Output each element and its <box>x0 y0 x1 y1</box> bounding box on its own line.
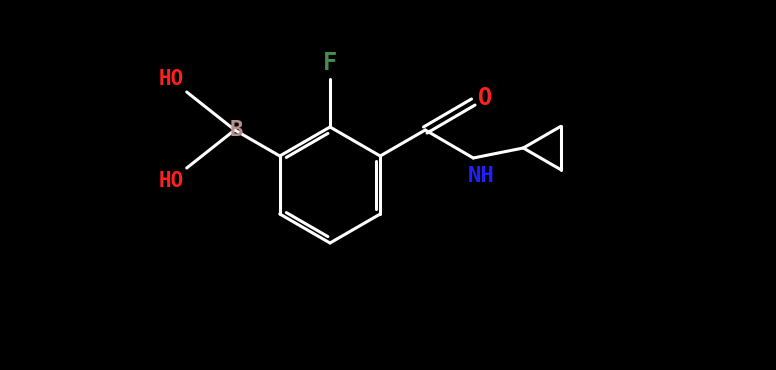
Text: O: O <box>478 86 493 110</box>
Text: F: F <box>323 51 337 75</box>
Text: B: B <box>230 120 244 140</box>
Text: HO: HO <box>158 171 184 191</box>
Text: NH: NH <box>468 166 494 186</box>
Text: HO: HO <box>158 69 184 89</box>
